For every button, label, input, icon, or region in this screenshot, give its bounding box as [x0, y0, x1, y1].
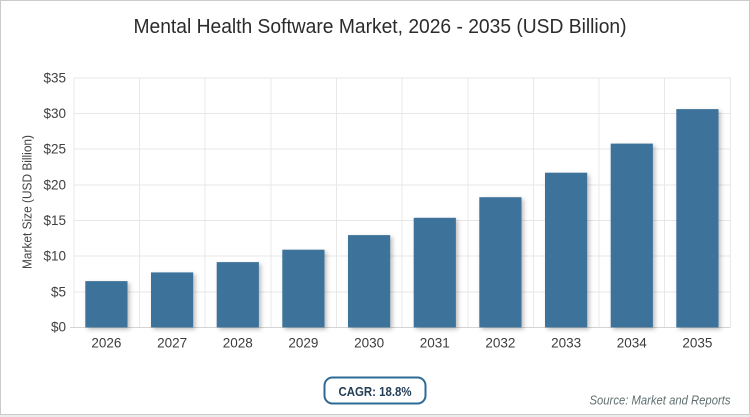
svg-text:2034: 2034: [617, 336, 648, 351]
svg-text:2026: 2026: [91, 336, 121, 351]
svg-text:$0: $0: [51, 320, 66, 335]
svg-text:Mental Health Software Market,: Mental Health Software Market, 2026 - 20…: [134, 16, 627, 38]
svg-text:2033: 2033: [551, 336, 581, 351]
svg-text:$25: $25: [43, 141, 66, 156]
svg-text:$35: $35: [43, 70, 66, 85]
svg-text:2030: 2030: [354, 336, 384, 351]
svg-text:$10: $10: [43, 248, 66, 263]
svg-text:CAGR: 18.8%: CAGR: 18.8%: [339, 384, 412, 399]
svg-text:$20: $20: [43, 177, 66, 192]
svg-text:$15: $15: [43, 213, 66, 228]
svg-text:Market Size (USD Billion): Market Size (USD Billion): [21, 135, 35, 269]
svg-text:2031: 2031: [420, 336, 450, 351]
svg-text:$30: $30: [43, 106, 66, 121]
svg-text:2035: 2035: [682, 336, 712, 351]
svg-text:2028: 2028: [223, 336, 253, 351]
svg-text:2027: 2027: [157, 336, 187, 351]
svg-text:$5: $5: [51, 284, 66, 299]
svg-text:2032: 2032: [485, 336, 515, 351]
svg-text:Source: Market and Reports: Source: Market and Reports: [590, 394, 731, 408]
svg-text:2029: 2029: [288, 336, 318, 351]
